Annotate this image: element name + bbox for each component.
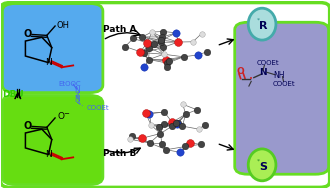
- Text: COOEt: COOEt: [272, 81, 295, 87]
- Point: [174, 122, 180, 125]
- Point: [164, 148, 169, 151]
- Point: [162, 111, 167, 114]
- Text: NH: NH: [273, 71, 284, 80]
- Ellipse shape: [248, 149, 276, 181]
- Text: N: N: [74, 86, 80, 95]
- Point: [139, 137, 145, 140]
- Point: [122, 45, 128, 48]
- Point: [178, 151, 183, 154]
- Point: [161, 30, 166, 33]
- Point: [130, 37, 136, 40]
- Text: •: •: [249, 76, 253, 82]
- Point: [196, 128, 201, 131]
- Point: [195, 53, 201, 56]
- Point: [129, 135, 134, 138]
- Point: [146, 58, 151, 61]
- Point: [180, 125, 185, 128]
- Point: [173, 122, 179, 125]
- Text: EtOOC: EtOOC: [58, 81, 81, 87]
- Text: O: O: [24, 29, 32, 40]
- Text: −: −: [63, 111, 69, 117]
- Ellipse shape: [248, 8, 276, 40]
- FancyBboxPatch shape: [2, 4, 103, 93]
- FancyBboxPatch shape: [235, 22, 329, 174]
- Point: [152, 43, 157, 46]
- Point: [149, 30, 155, 33]
- Point: [194, 108, 200, 111]
- Point: [170, 124, 175, 127]
- Text: OH: OH: [57, 21, 70, 30]
- Point: [149, 124, 154, 127]
- Text: COOEt: COOEt: [86, 105, 109, 111]
- Point: [174, 31, 179, 34]
- Point: [180, 103, 185, 106]
- Point: [142, 66, 147, 69]
- Point: [169, 121, 175, 124]
- Text: N: N: [45, 150, 52, 159]
- Point: [161, 123, 166, 126]
- Point: [143, 112, 148, 115]
- Text: DBU: DBU: [2, 90, 24, 99]
- Text: N: N: [45, 58, 52, 67]
- Point: [183, 113, 188, 116]
- Text: O: O: [58, 112, 65, 121]
- Text: O: O: [237, 67, 245, 77]
- Point: [141, 51, 147, 54]
- Point: [161, 46, 166, 49]
- Text: *: *: [257, 159, 260, 164]
- Text: *: *: [257, 18, 260, 23]
- Text: R: R: [260, 21, 268, 31]
- Point: [183, 145, 188, 148]
- FancyBboxPatch shape: [2, 95, 103, 184]
- Point: [188, 141, 193, 144]
- Point: [161, 53, 166, 56]
- Text: ‖: ‖: [75, 92, 79, 99]
- Point: [160, 36, 165, 39]
- Text: N: N: [259, 68, 267, 77]
- Point: [175, 122, 180, 125]
- Text: COOEt: COOEt: [257, 60, 279, 66]
- Point: [175, 41, 181, 44]
- Point: [159, 39, 164, 42]
- Point: [140, 35, 145, 38]
- Point: [181, 55, 186, 58]
- Point: [164, 66, 169, 69]
- Point: [156, 125, 161, 128]
- Text: Path A: Path A: [103, 25, 136, 34]
- Point: [163, 58, 168, 61]
- Text: N: N: [74, 95, 80, 104]
- Point: [190, 40, 196, 43]
- Point: [166, 59, 171, 62]
- Point: [199, 32, 204, 35]
- Point: [147, 46, 152, 49]
- Point: [165, 62, 170, 65]
- Text: O: O: [24, 121, 32, 131]
- Point: [127, 138, 132, 141]
- Text: S: S: [260, 162, 268, 172]
- Point: [138, 50, 143, 53]
- Point: [159, 41, 164, 44]
- Point: [159, 142, 165, 145]
- Point: [204, 50, 210, 53]
- Point: [198, 143, 203, 146]
- Point: [158, 132, 163, 135]
- Point: [147, 112, 152, 115]
- Text: Path B: Path B: [103, 149, 136, 158]
- Point: [145, 41, 150, 44]
- Point: [202, 124, 207, 127]
- Point: [147, 141, 152, 144]
